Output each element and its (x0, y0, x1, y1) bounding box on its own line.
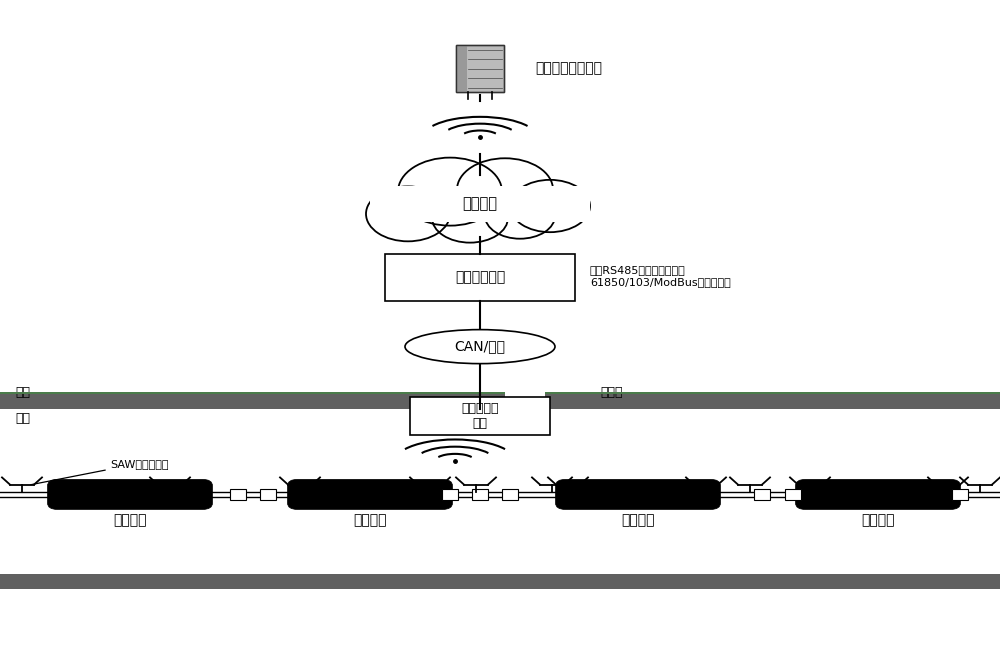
FancyBboxPatch shape (288, 479, 452, 509)
Bar (952, 489, 968, 500)
FancyBboxPatch shape (48, 479, 212, 509)
Circle shape (485, 193, 555, 239)
Text: 电缆井: 电缆井 (600, 386, 622, 399)
Bar (370, 186, 590, 222)
Circle shape (432, 193, 508, 243)
Circle shape (398, 158, 502, 226)
Bar (545, 394, 1000, 409)
Text: 终端节点: 终端节点 (621, 513, 655, 528)
Text: SAW温度传感器: SAW温度传感器 (110, 459, 168, 470)
Text: 终端节点: 终端节点 (113, 513, 147, 528)
FancyBboxPatch shape (385, 254, 575, 301)
Text: 温度采集轨
道车: 温度采集轨 道车 (461, 402, 499, 430)
Text: 通过RS485物理接口，支持
61850/103/ModBus等多种协议: 通过RS485物理接口，支持 61850/103/ModBus等多种协议 (590, 265, 731, 287)
Bar (442, 489, 458, 500)
Bar (456, 45, 467, 92)
Circle shape (366, 186, 450, 241)
Bar (0, 394, 505, 409)
Circle shape (510, 180, 590, 232)
Bar (0, 574, 1000, 589)
Bar (502, 489, 518, 500)
FancyBboxPatch shape (796, 479, 960, 509)
Text: 轨道: 轨道 (15, 412, 30, 425)
Text: 测温主控终端: 测温主控终端 (455, 270, 505, 284)
FancyBboxPatch shape (410, 397, 550, 435)
Bar (785, 489, 801, 500)
Bar (260, 489, 276, 500)
Bar (230, 489, 246, 500)
Text: 电力专网: 电力专网 (462, 196, 498, 211)
FancyBboxPatch shape (456, 45, 504, 92)
Text: 终端节点: 终端节点 (353, 513, 387, 528)
Circle shape (457, 158, 553, 221)
Bar (472, 489, 488, 500)
Text: 电缆温度监控系统: 电缆温度监控系统 (535, 61, 602, 76)
Text: 终端节点: 终端节点 (861, 513, 895, 528)
Ellipse shape (405, 330, 555, 364)
Bar (545, 392, 1000, 394)
Text: 地面: 地面 (15, 386, 30, 399)
Bar (754, 489, 770, 500)
Bar (0, 392, 505, 394)
Text: CAN/无线: CAN/无线 (454, 339, 506, 354)
FancyBboxPatch shape (556, 479, 720, 509)
